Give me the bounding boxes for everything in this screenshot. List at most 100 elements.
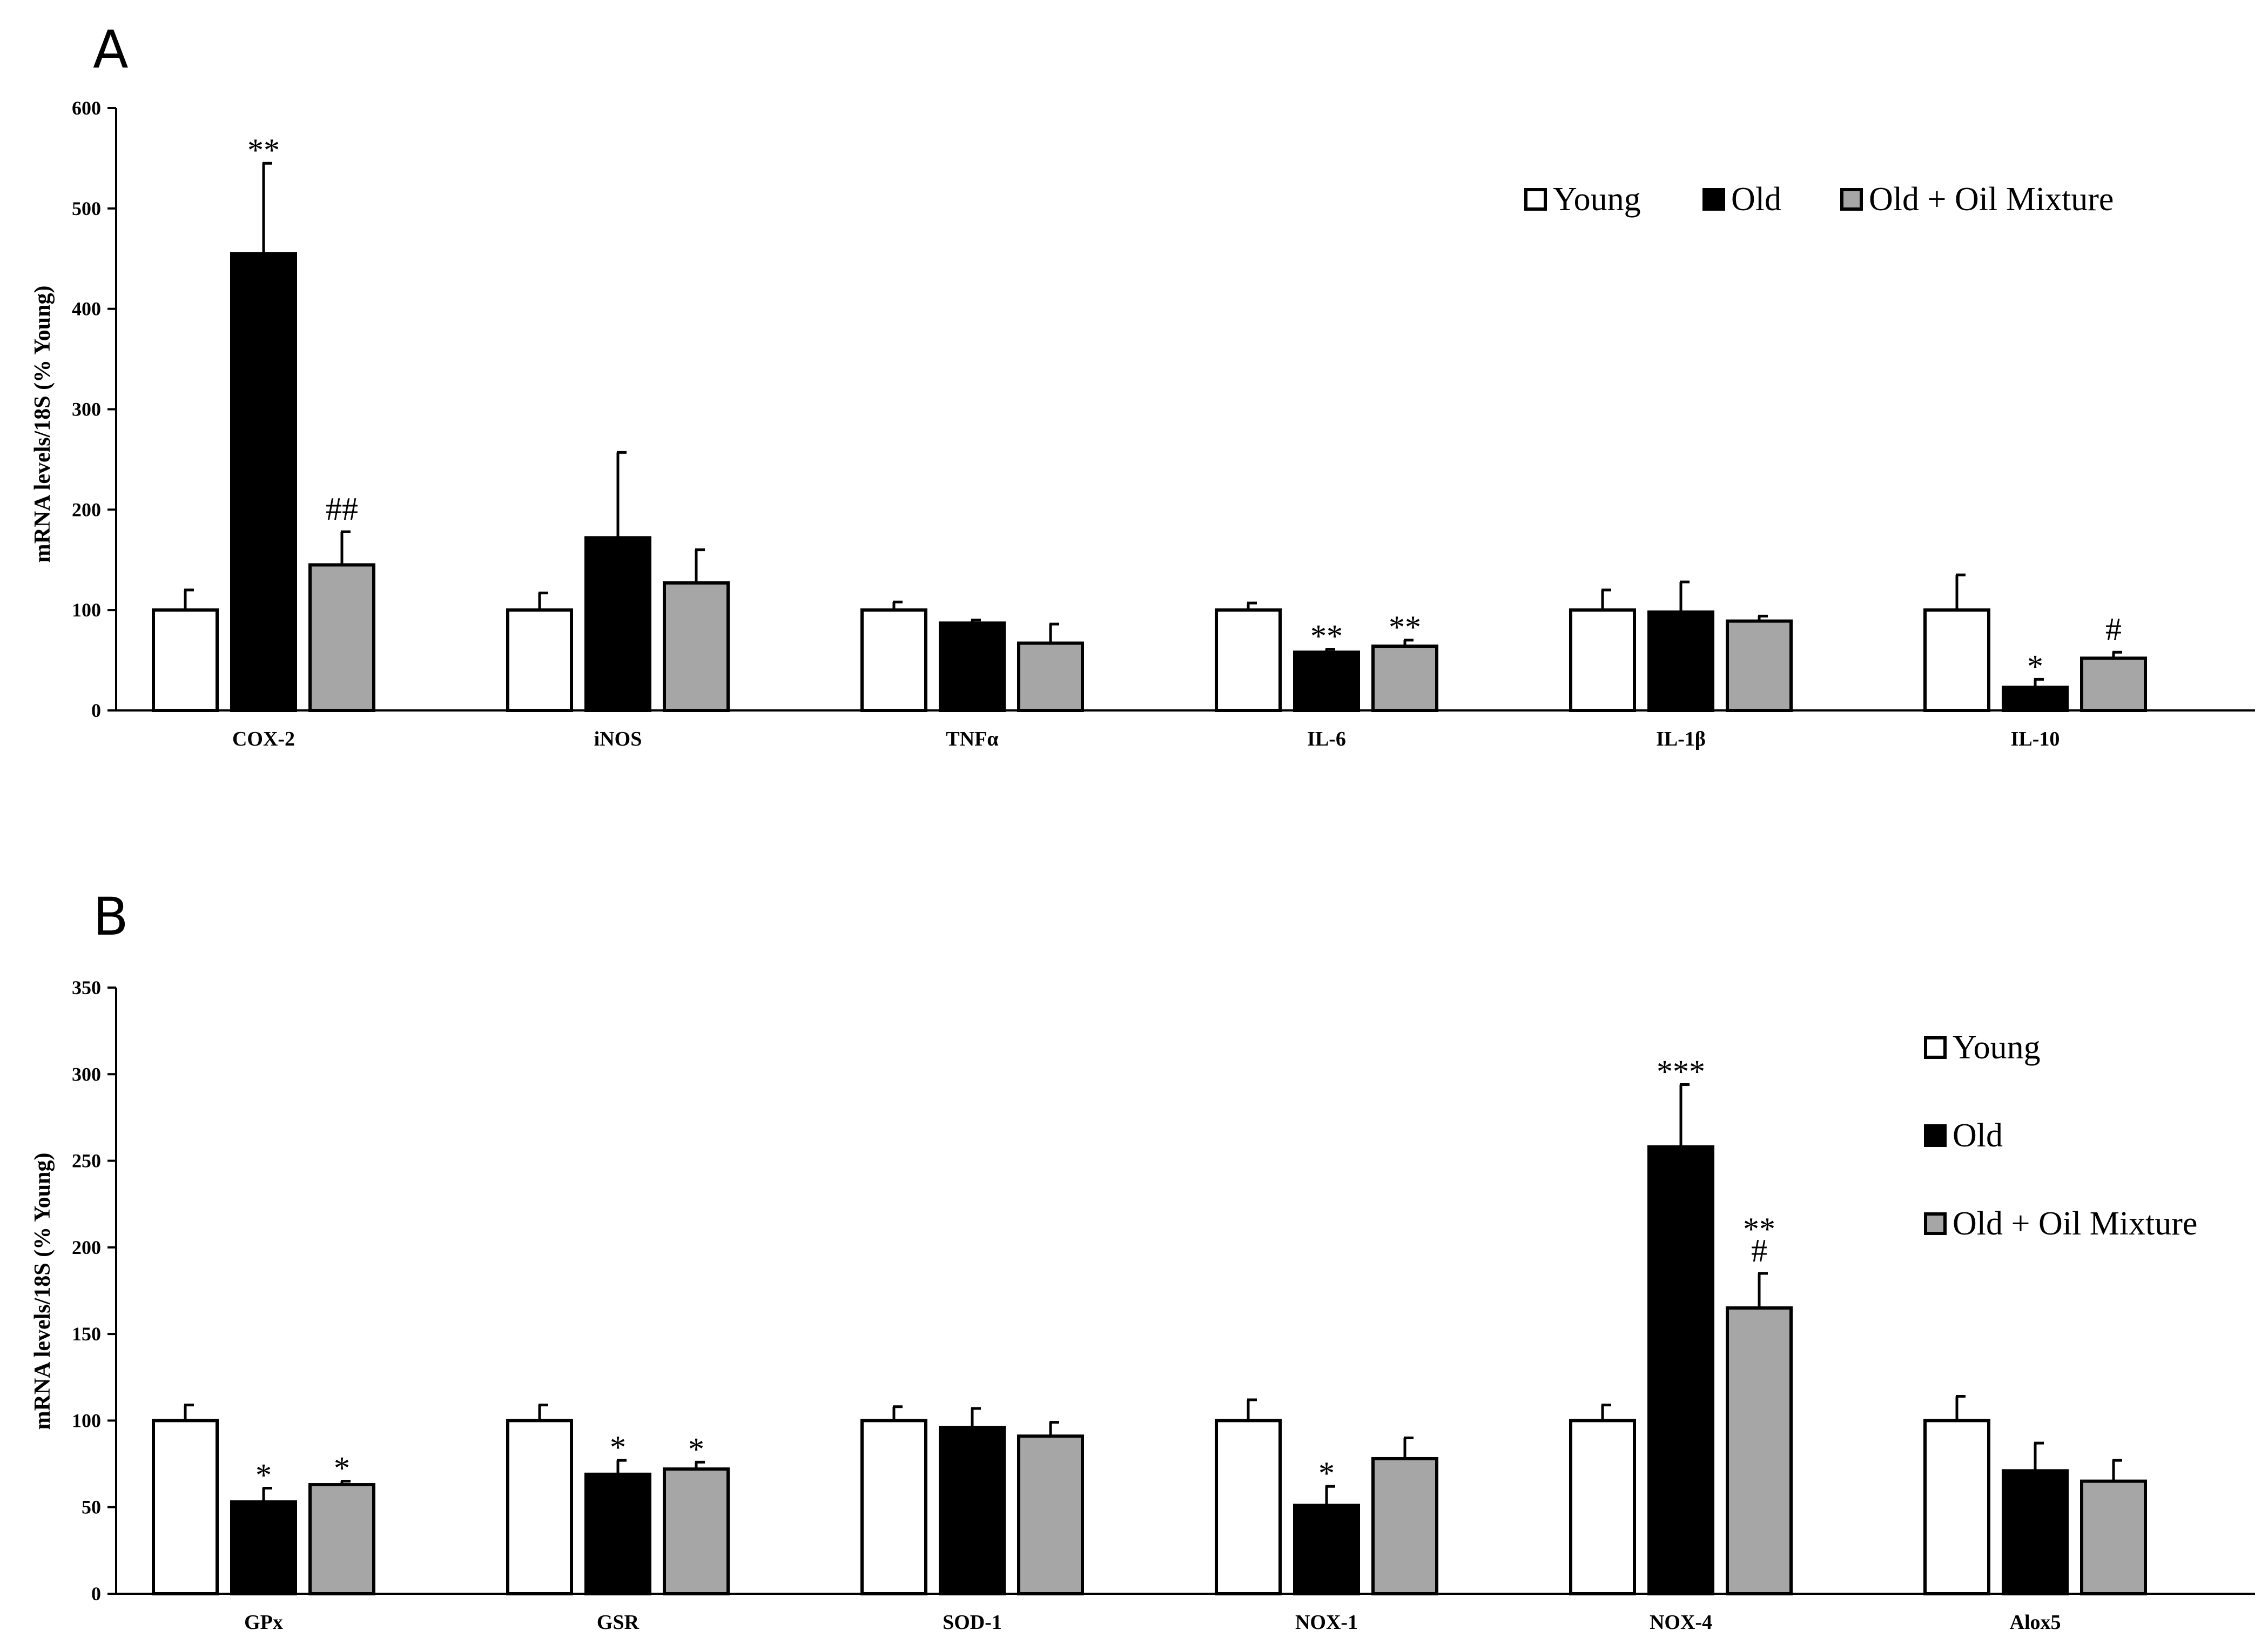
bar-old-oil-mixture bbox=[1371, 1457, 1438, 1596]
bar-young bbox=[152, 608, 219, 712]
category-label: GSR bbox=[597, 1611, 640, 1634]
bar-old bbox=[1647, 1145, 1714, 1596]
legend-swatch-old bbox=[1924, 1124, 1947, 1147]
bar-old-oil-mixture bbox=[1017, 1434, 1084, 1596]
significance-marker: * bbox=[2027, 648, 2043, 684]
y-tick-label: 0 bbox=[91, 1583, 101, 1605]
panel-b: B mRNA levels/18S (% Young) 0 50 100 150 200… bbox=[30, 887, 2255, 1634]
legend-swatch-young bbox=[1924, 1036, 1947, 1059]
y-tick-label: 600 bbox=[72, 97, 101, 119]
bar-old-oil-mixture bbox=[663, 581, 730, 713]
y-tick-label: 200 bbox=[72, 1237, 101, 1258]
y-tick-label: 250 bbox=[72, 1150, 101, 1172]
y-tick-label: 0 bbox=[91, 700, 101, 721]
bar-old-oil-mixture bbox=[308, 563, 375, 712]
y-tick-label: 400 bbox=[72, 298, 101, 320]
y-tick-label: 300 bbox=[72, 399, 101, 420]
bar-old bbox=[2002, 1469, 2069, 1595]
bar-old-oil-mixture bbox=[663, 1467, 730, 1595]
significance-marker: # bbox=[1751, 1233, 1767, 1269]
legend-label: Old bbox=[1953, 1117, 2003, 1154]
bar-old bbox=[939, 621, 1006, 712]
category-labels-b: GPx GSR SOD-1 NOX-1 NOX-4 Alox5 bbox=[244, 1611, 2061, 1634]
bar-old bbox=[2002, 686, 2069, 712]
significance-marker: * bbox=[1318, 1455, 1335, 1491]
y-tick-label: 50 bbox=[82, 1497, 101, 1518]
significance-marker: ** bbox=[1389, 609, 1421, 645]
y-ticks-b: 0 50 100 150 200 250 300 350 bbox=[72, 977, 116, 1605]
category-label: Alox5 bbox=[2010, 1611, 2061, 1634]
legend-swatch-old-oil-mixture bbox=[1924, 1212, 1947, 1235]
significance-marker: # bbox=[2105, 612, 2122, 647]
bar-old-oil-mixture bbox=[1371, 645, 1438, 712]
bar-old bbox=[1293, 1504, 1360, 1595]
category-label: IL-10 bbox=[2011, 728, 2060, 750]
legend-swatch-old-oil-mixture bbox=[1840, 188, 1863, 211]
y-ticks-a: 0 100 200 300 400 500 600 bbox=[72, 97, 116, 721]
bar-old-oil-mixture bbox=[1726, 619, 1793, 712]
significance-marker: ** bbox=[1310, 619, 1343, 654]
category-labels-a: COX-2 iNOS TNFα IL-6 IL-1β IL-10 bbox=[232, 728, 2060, 750]
y-tick-label: 500 bbox=[72, 198, 101, 219]
bar-young bbox=[860, 1419, 927, 1595]
bar-young bbox=[1569, 1419, 1636, 1595]
y-tick-label: 100 bbox=[72, 599, 101, 621]
y-tick-label: 200 bbox=[72, 499, 101, 520]
bar-old bbox=[584, 1472, 651, 1595]
bar-old-oil-mixture bbox=[1017, 641, 1084, 713]
category-label: GPx bbox=[244, 1611, 283, 1634]
legend-label: Old + Oil Mixture bbox=[1953, 1205, 2197, 1242]
legend-label: Young bbox=[1553, 181, 1641, 218]
significance-marker: ## bbox=[326, 491, 358, 527]
significance-marker: * bbox=[255, 1457, 272, 1493]
legend-label: Young bbox=[1953, 1029, 2041, 1066]
category-label: NOX-4 bbox=[1650, 1611, 1712, 1634]
bar-young bbox=[860, 608, 927, 712]
bars-a: *****##** # bbox=[152, 132, 2147, 713]
category-label: TNFα bbox=[946, 728, 998, 750]
category-label: COX-2 bbox=[232, 728, 295, 750]
legend-swatch-young bbox=[1524, 188, 1547, 211]
bar-young bbox=[152, 1419, 219, 1595]
bar-old bbox=[1647, 610, 1714, 712]
significance-marker: * bbox=[610, 1430, 626, 1465]
bar-young bbox=[506, 1419, 573, 1595]
panel-letter-a: A bbox=[93, 19, 129, 80]
category-label: IL-1β bbox=[1656, 728, 1706, 750]
bar-young bbox=[1923, 608, 1990, 712]
significance-marker: * bbox=[688, 1431, 704, 1467]
bar-old-oil-mixture bbox=[308, 1483, 375, 1596]
legend-label: Old + Oil Mixture bbox=[1869, 181, 2114, 218]
y-tick-label: 150 bbox=[72, 1323, 101, 1345]
y-tick-label: 350 bbox=[72, 977, 101, 998]
bar-old bbox=[1293, 650, 1360, 713]
y-axis-label-a: mRNA levels/18S (% Young) bbox=[30, 286, 55, 563]
legend-swatch-old bbox=[1702, 188, 1725, 211]
bar-young bbox=[1923, 1419, 1990, 1595]
category-label: IL-6 bbox=[1307, 728, 1346, 750]
legend-label: Old bbox=[1731, 181, 1781, 218]
bar-old bbox=[230, 252, 297, 713]
category-label: iNOS bbox=[594, 728, 642, 750]
legend-a: Young Old Old + Oil Mixture bbox=[1524, 181, 2114, 218]
significance-marker: * bbox=[334, 1451, 350, 1486]
bar-old bbox=[584, 536, 651, 712]
y-tick-label: 100 bbox=[72, 1410, 101, 1431]
bar-young bbox=[1215, 608, 1282, 712]
bar-young bbox=[1569, 608, 1636, 712]
bar-old bbox=[230, 1500, 297, 1596]
bar-old-oil-mixture bbox=[2080, 656, 2147, 713]
panel-letter-b: B bbox=[93, 887, 129, 947]
category-label: SOD-1 bbox=[943, 1611, 1002, 1634]
bar-young bbox=[506, 608, 573, 712]
bar-young bbox=[1215, 1419, 1282, 1595]
bar-old bbox=[939, 1426, 1006, 1596]
panel-a: A mRNA levels/18S (% Young) 0 100 200 300 40… bbox=[30, 19, 2255, 750]
significance-marker: ** bbox=[1743, 1211, 1775, 1247]
significance-marker: ** bbox=[247, 132, 280, 168]
y-tick-label: 300 bbox=[72, 1063, 101, 1085]
bar-old-oil-mixture bbox=[2080, 1479, 2147, 1596]
bar-old-oil-mixture bbox=[1726, 1306, 1793, 1595]
category-label: NOX-1 bbox=[1295, 1611, 1358, 1634]
